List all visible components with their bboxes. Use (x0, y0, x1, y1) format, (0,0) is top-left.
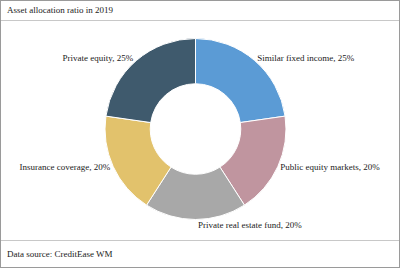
svg-text:Public equity markets, 20%: Public equity markets, 20% (280, 162, 380, 172)
html-text:Data source: CreditEase WM: Data source: CreditEase WM (7, 249, 113, 259)
html-text:Asset allocation ratio in 2019: Asset allocation ratio in 2019 (7, 5, 113, 15)
svg-text:Private real estate fund, 20%: Private real estate fund, 20% (198, 220, 302, 230)
svg-text:Similar fixed income, 25%: Similar fixed income, 25% (257, 53, 354, 63)
svg-text:Insurance coverage, 20%: Insurance coverage, 20% (19, 162, 110, 172)
svg-text:Private equity, 25%: Private equity, 25% (63, 53, 134, 63)
